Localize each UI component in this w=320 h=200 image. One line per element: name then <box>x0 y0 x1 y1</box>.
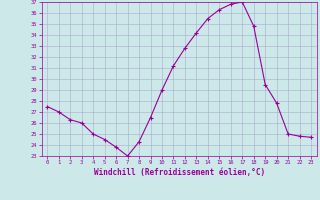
X-axis label: Windchill (Refroidissement éolien,°C): Windchill (Refroidissement éolien,°C) <box>94 168 265 177</box>
